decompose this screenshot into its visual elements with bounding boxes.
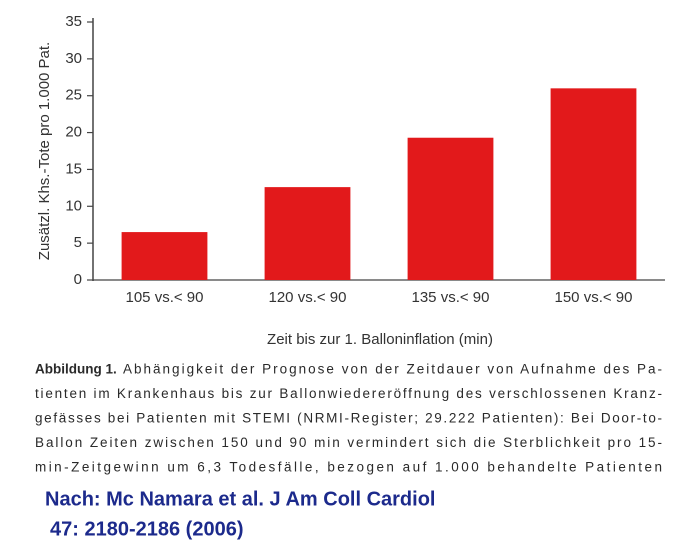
x-tick-label: 150 vs.< 90 bbox=[555, 289, 633, 306]
y-tick-label: 0 bbox=[74, 271, 82, 288]
bar bbox=[264, 187, 351, 280]
caption-line: tienten im Krankenhaus bis zur Ballonwie… bbox=[35, 386, 662, 401]
bar bbox=[121, 232, 208, 280]
y-tick-label: 25 bbox=[65, 87, 82, 104]
y-axis-title: Zusätzl. Khs.-Tote pro 1.000 Pat. bbox=[36, 42, 53, 260]
source-line: 47: 2180-2186 (2006) bbox=[50, 518, 243, 540]
caption-line: Abhängigkeit der Prognose von der Zeitda… bbox=[123, 362, 662, 377]
y-tick-label: 35 bbox=[65, 13, 82, 30]
x-axis-title: Zeit bis zur 1. Balloninflation (min) bbox=[267, 331, 493, 348]
caption-line: gefässes bei Patienten mit STEMI (NRMI-R… bbox=[35, 411, 662, 426]
x-tick-label: 120 vs.< 90 bbox=[269, 289, 347, 306]
caption-line: min-Zeitgewinn um 6,3 Todesfälle, bezoge… bbox=[35, 460, 662, 475]
x-tick-label: 135 vs.< 90 bbox=[412, 289, 490, 306]
bar bbox=[550, 88, 637, 280]
y-tick-label: 20 bbox=[65, 124, 82, 141]
source-line: Nach: Mc Namara et al. J Am Coll Cardiol bbox=[45, 488, 435, 510]
bar bbox=[407, 137, 494, 280]
y-tick-label: 30 bbox=[65, 50, 82, 67]
caption-label: Abbildung 1. bbox=[35, 362, 117, 377]
y-tick-label: 5 bbox=[74, 234, 82, 251]
y-tick-label: 15 bbox=[65, 160, 82, 177]
y-tick-label: 10 bbox=[65, 197, 82, 214]
x-tick-label: 105 vs.< 90 bbox=[126, 289, 204, 306]
caption-line: Ballon Zeiten zwischen 150 und 90 min ve… bbox=[35, 435, 662, 450]
